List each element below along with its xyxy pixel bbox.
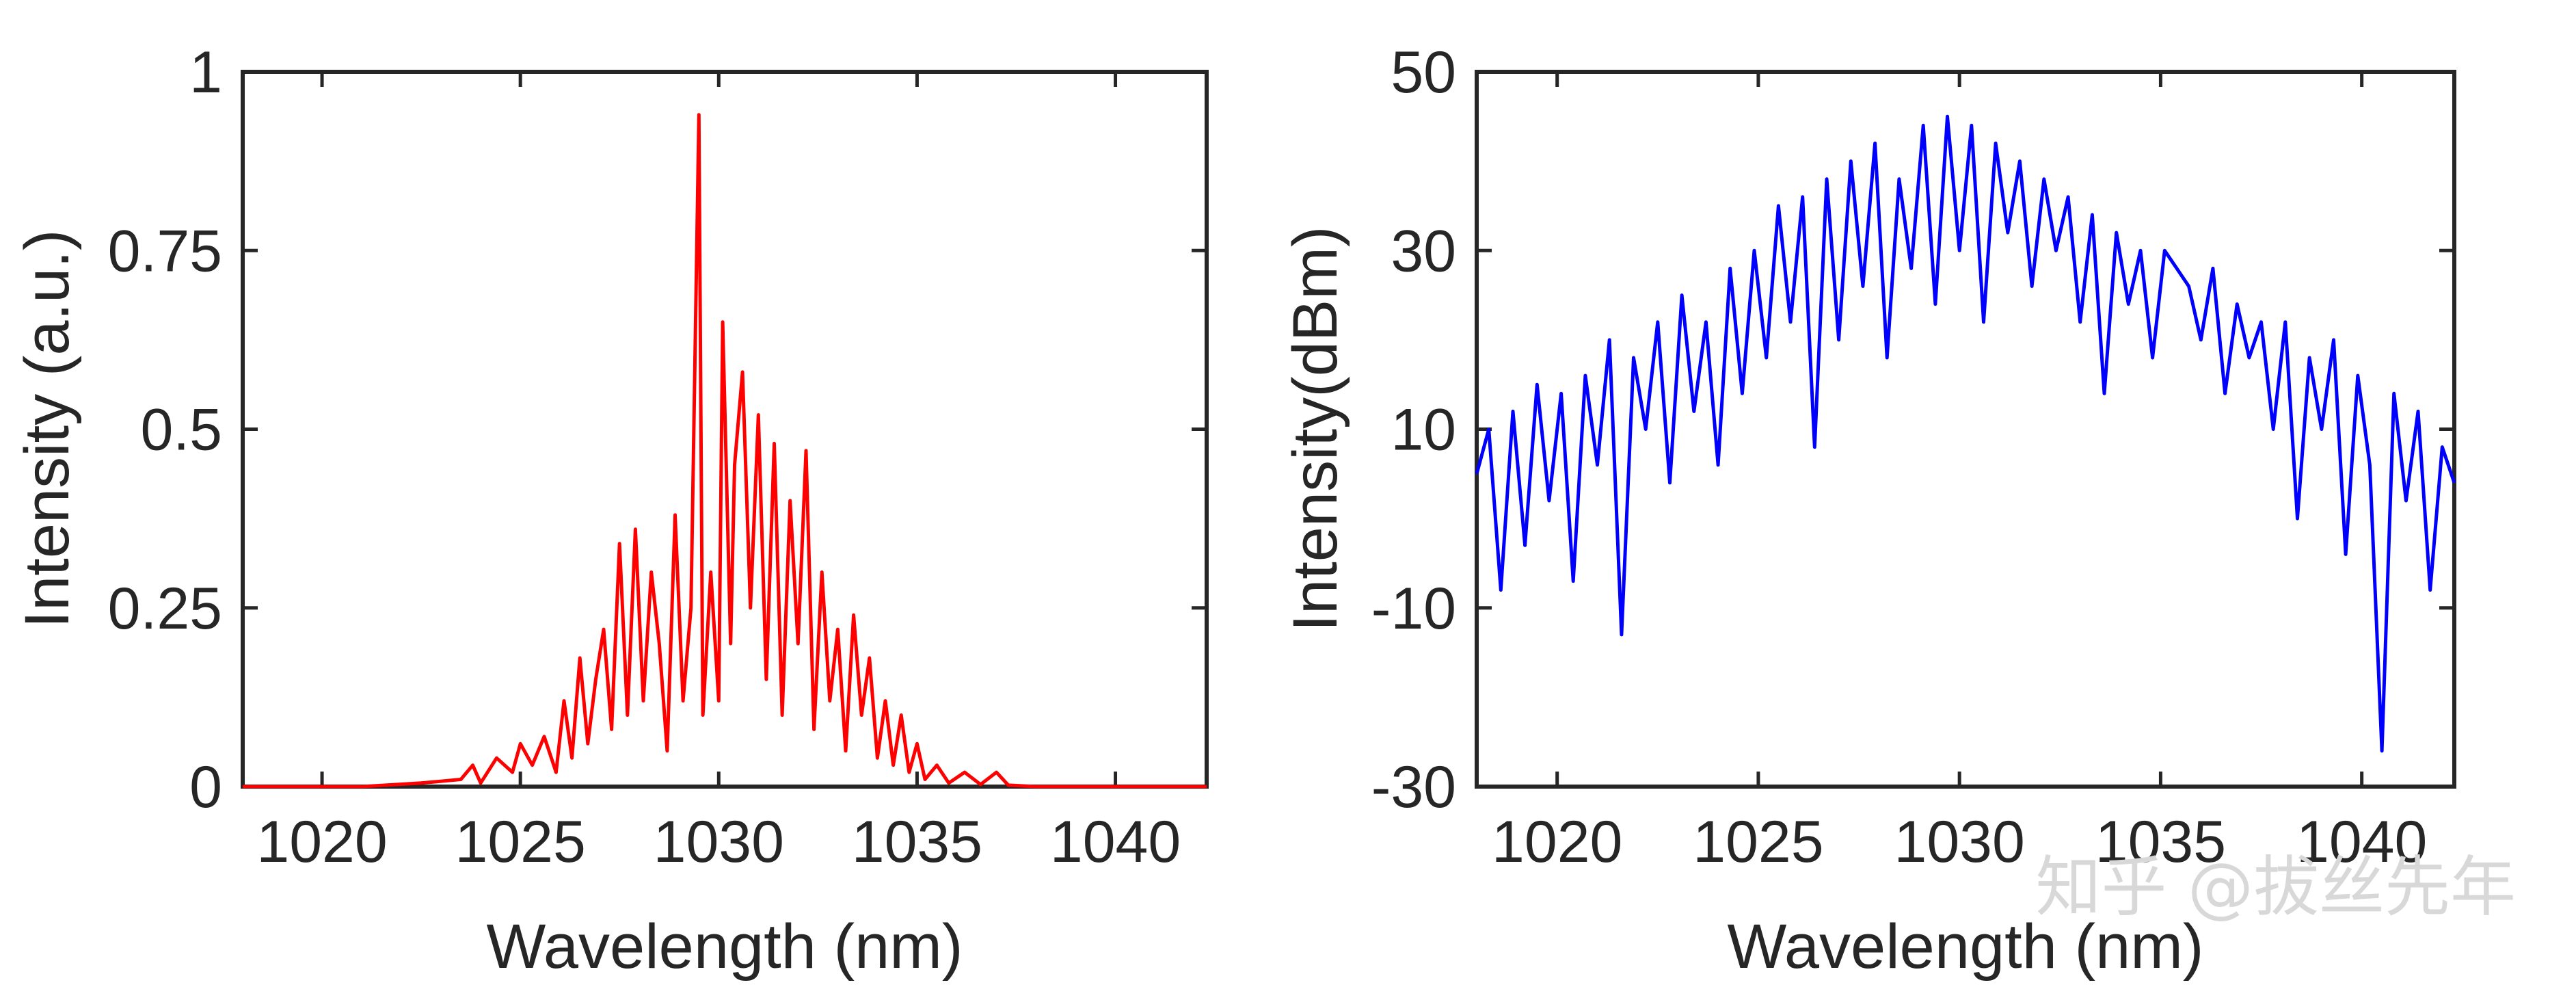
left-series-group: [243, 113, 1207, 789]
left-x-tick-labels: 1020 1025 1030 1035 1040: [256, 809, 1181, 875]
right-y-tick-labels: -30 -10 10 30 50: [1371, 40, 1456, 820]
right-x-tick-label: 1035: [2095, 809, 2226, 875]
right-y-tick-label: 30: [1391, 218, 1456, 284]
right-series-group: [1475, 114, 2456, 753]
right-y-axis-label: Intensity(dBm): [1280, 226, 1350, 631]
right-y-tick-label: -30: [1371, 754, 1456, 820]
left-y-tick-label: 0.5: [140, 397, 222, 463]
right-ticks: [1477, 70, 2454, 789]
left-ticks: [243, 70, 1207, 789]
right-x-tick-label: 1030: [1894, 809, 2025, 875]
left-y-tick-label: 0.25: [108, 576, 222, 642]
right-series-line-0: [1475, 114, 2456, 753]
right-x-tick-label: 1025: [1693, 809, 1823, 875]
left-y-tick-label: 0.75: [108, 218, 222, 284]
right-y-tick-label: 10: [1391, 397, 1456, 463]
right-x-axis-label: Wavelength (nm): [1727, 912, 2203, 982]
right-x-tick-labels: 1020 1025 1030 1035 1040: [1492, 809, 2427, 875]
right-x-tick-label: 1040: [2296, 809, 2427, 875]
left-x-tick-label: 1035: [852, 809, 982, 875]
right-y-tick-label: -10: [1371, 576, 1456, 642]
left-x-tick-label: 1020: [256, 809, 387, 875]
left-x-tick-label: 1030: [654, 809, 784, 875]
left-x-tick-label: 1025: [455, 809, 586, 875]
left-y-tick-labels: 0 0.25 0.5 0.75 1: [108, 40, 222, 820]
left-series-line-0: [243, 113, 1207, 789]
left-x-tick-label: 1040: [1050, 809, 1181, 875]
left-y-tick-label: 1: [189, 40, 222, 105]
left-y-tick-label: 0: [189, 754, 222, 820]
left-chart: 1020 1025 1030 1035 1040 0 0.25 0.5 0.75 1 Wavel…: [12, 40, 1209, 982]
right-x-tick-label: 1020: [1492, 809, 1622, 875]
right-y-tick-label: 50: [1391, 40, 1456, 105]
left-x-axis-label: Wavelength (nm): [486, 912, 963, 982]
watermark-text: 知乎 @拔丝先年: [2035, 849, 2516, 925]
left-y-axis-label: Intensity (a.u.): [12, 230, 82, 629]
